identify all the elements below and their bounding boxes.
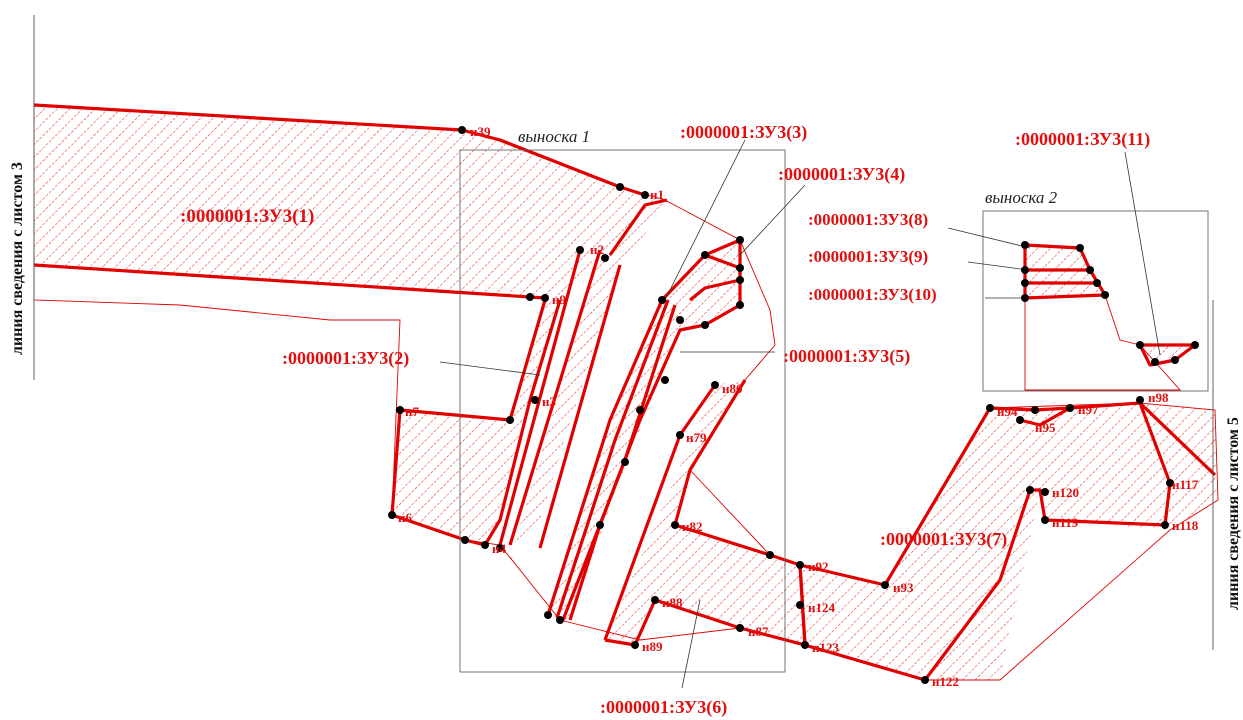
- plot-label-zu10: :0000001:ЗУ3(10): [808, 285, 937, 304]
- point-label-n94: н94: [997, 404, 1018, 419]
- point-label-n92: н92: [808, 559, 829, 574]
- point-label-n7: н7: [405, 404, 419, 419]
- point-label-n118: н118: [1172, 518, 1199, 533]
- point-label-n79: н79: [686, 430, 707, 445]
- callout1-title: выноска 1: [518, 127, 590, 146]
- vertex-markers: [388, 126, 1199, 684]
- point-label-n89: н89: [642, 639, 663, 654]
- point-label-n80: н80: [722, 381, 743, 396]
- point-label-n3: н3: [542, 394, 556, 409]
- plot-label-zu2: :0000001:ЗУ3(2): [282, 348, 409, 369]
- point-label-n88: н88: [662, 595, 683, 610]
- callout2-plots: [1023, 243, 1197, 391]
- point-label-n124: н124: [808, 600, 835, 615]
- point-label-n123: н123: [812, 640, 839, 655]
- plot-label-zu7: :0000001:ЗУ3(7): [880, 529, 1007, 550]
- plot-label-zu8: :0000001:ЗУ3(8): [808, 210, 928, 229]
- point-label-n9: н9: [552, 292, 566, 307]
- point-label-n2: н2: [590, 242, 604, 257]
- point-label-n98: н98: [1148, 390, 1169, 405]
- point-label-n119: н119: [1052, 515, 1079, 530]
- plot-zu7-area: [798, 401, 1218, 682]
- point-label-n87: н87: [748, 624, 769, 639]
- plot-label-zu9: :0000001:ЗУ3(9): [808, 247, 928, 266]
- plot-label-zu6: :0000001:ЗУ3(6): [600, 697, 727, 718]
- point-label-n117: н117: [1172, 477, 1199, 492]
- leader-lines: [439, 139, 1161, 689]
- point-label-n95: н95: [1035, 420, 1056, 435]
- plot-label-zu5: :0000001:ЗУ3(5): [783, 346, 910, 367]
- plot-label-zu1: :0000001:ЗУ3(1): [180, 206, 314, 227]
- point-label-n120: н120: [1052, 485, 1079, 500]
- right-sheet-link-label: линия сведения с листом 5: [1225, 417, 1242, 610]
- point-label-n1: н1: [650, 187, 664, 202]
- point-label-n4: н4: [492, 541, 506, 556]
- plot-label-zu11: :0000001:ЗУ3(11): [1015, 129, 1150, 150]
- callout2-title: выноска 2: [985, 188, 1058, 207]
- callout1-frame: [459, 149, 786, 673]
- callout2-frame: [982, 210, 1209, 392]
- plot-label-zu3: :0000001:ЗУ3(3): [680, 122, 807, 143]
- left-sheet-link-label: линия сведения с листом 3: [9, 162, 26, 355]
- point-label-n39: н39: [470, 124, 491, 139]
- point-labels: н39 н1 н2 н9 н3 н7 н6 н4 н80 н79 н82 н88…: [398, 124, 1199, 689]
- point-label-n6: н6: [398, 510, 412, 525]
- point-label-n122: н122: [932, 674, 959, 689]
- point-label-n97: н97: [1078, 402, 1099, 417]
- plot-labels: :0000001:ЗУ3(1) :0000001:ЗУ3(2) :0000001…: [180, 122, 1150, 718]
- point-label-n93: н93: [893, 580, 914, 595]
- plot-label-zu4: :0000001:ЗУ3(4): [778, 164, 905, 185]
- point-label-n82: н82: [682, 519, 703, 534]
